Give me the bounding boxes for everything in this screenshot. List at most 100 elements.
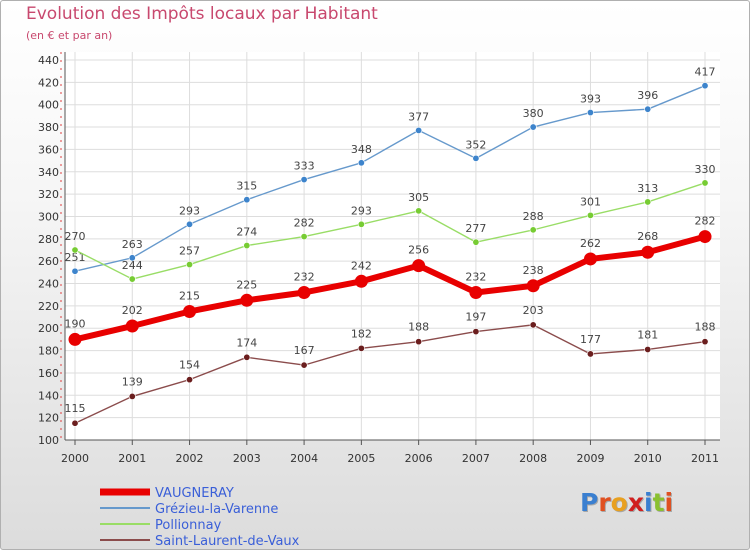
plot-area (65, 52, 720, 440)
data-point (128, 275, 136, 283)
data-label: 313 (637, 182, 658, 195)
data-point (583, 252, 597, 266)
y-tick-label: 140 (38, 389, 59, 402)
data-label: 197 (465, 311, 486, 324)
data-label: 417 (695, 66, 716, 79)
data-label: 315 (236, 180, 257, 193)
data-label: 293 (179, 204, 200, 217)
data-label: 348 (351, 143, 372, 156)
data-label: 393 (580, 93, 601, 106)
data-label: 396 (637, 89, 658, 102)
data-label: 293 (351, 204, 372, 217)
data-point (300, 361, 308, 369)
data-point (526, 279, 540, 293)
y-tick-label: 240 (38, 278, 59, 291)
data-point (469, 285, 483, 299)
x-tick-label: 2005 (347, 452, 375, 465)
data-label: 263 (122, 238, 143, 251)
data-point (186, 220, 194, 228)
data-label: 139 (122, 375, 143, 388)
data-label: 115 (65, 402, 86, 415)
data-point (644, 345, 652, 353)
data-label: 232 (294, 270, 315, 283)
y-tick-label: 420 (38, 76, 59, 89)
data-point (186, 376, 194, 384)
data-point (357, 159, 365, 167)
data-label: 282 (294, 217, 315, 230)
y-tick-label: 360 (38, 143, 59, 156)
data-label: 177 (580, 333, 601, 346)
y-tick-label: 440 (38, 54, 59, 67)
y-tick-label: 100 (38, 434, 59, 447)
data-label: 257 (179, 245, 200, 258)
chart-title: Evolution des Impôts locaux par Habitant (26, 4, 378, 24)
data-label: 333 (294, 160, 315, 173)
data-label: 330 (695, 163, 716, 176)
y-tick-label: 320 (38, 188, 59, 201)
x-tick-label: 2006 (405, 452, 433, 465)
data-label: 202 (122, 304, 143, 317)
data-point (125, 319, 139, 333)
data-label: 380 (523, 107, 544, 120)
x-tick-label: 2002 (176, 452, 204, 465)
data-label: 203 (523, 304, 544, 317)
data-point (472, 328, 480, 336)
data-label: 188 (695, 321, 716, 334)
data-label: 282 (695, 215, 716, 228)
data-label: 256 (408, 244, 429, 257)
data-point (243, 353, 251, 361)
data-point (698, 230, 712, 244)
series-line-gr-zieu-la-varenne (74, 85, 706, 272)
chart-subtitle: (en € et par an) (26, 29, 113, 42)
data-point (183, 304, 197, 318)
data-point (641, 245, 655, 259)
data-point (586, 350, 594, 358)
data-point (128, 254, 136, 262)
data-label: 277 (465, 222, 486, 235)
data-point (415, 207, 423, 215)
data-point (529, 321, 537, 329)
data-point (243, 242, 251, 250)
data-label: 238 (523, 264, 544, 277)
data-point (644, 105, 652, 113)
y-tick-label: 400 (38, 99, 59, 112)
y-tick-label: 300 (38, 210, 59, 223)
data-label: 274 (236, 226, 257, 239)
data-point (297, 285, 311, 299)
data-point (701, 338, 709, 346)
data-point (701, 82, 709, 90)
data-label: 268 (637, 230, 658, 243)
data-label: 167 (294, 344, 315, 357)
data-point (128, 392, 136, 400)
data-point (354, 274, 368, 288)
data-point (186, 261, 194, 269)
series-line-vaugneray (74, 233, 706, 343)
legend-label: Pollionnay (155, 518, 222, 533)
data-point (529, 123, 537, 131)
data-label: 182 (351, 327, 372, 340)
x-tick-label: 2000 (61, 452, 89, 465)
data-label: 244 (122, 259, 143, 272)
data-point (243, 196, 251, 204)
x-tick-label: 2009 (576, 452, 604, 465)
data-label: 225 (236, 278, 257, 291)
data-label: 301 (580, 195, 601, 208)
data-point (644, 198, 652, 206)
data-point (529, 226, 537, 234)
data-label: 262 (580, 237, 601, 250)
y-tick-label: 200 (38, 322, 59, 335)
data-point (586, 211, 594, 219)
x-tick-label: 2007 (462, 452, 490, 465)
x-tick-label: 2001 (118, 452, 146, 465)
legend-label: Grézieu-la-Varenne (155, 502, 278, 517)
data-point (415, 338, 423, 346)
data-point (701, 179, 709, 187)
data-point (415, 126, 423, 134)
data-point (71, 267, 79, 275)
legend-label: VAUGNERAY (155, 486, 234, 501)
data-label: 352 (465, 138, 486, 151)
series-line-saint-laurent-de-vaux (74, 324, 706, 424)
y-tick-label: 340 (38, 166, 59, 179)
data-point (300, 176, 308, 184)
y-tick-label: 380 (38, 121, 59, 134)
